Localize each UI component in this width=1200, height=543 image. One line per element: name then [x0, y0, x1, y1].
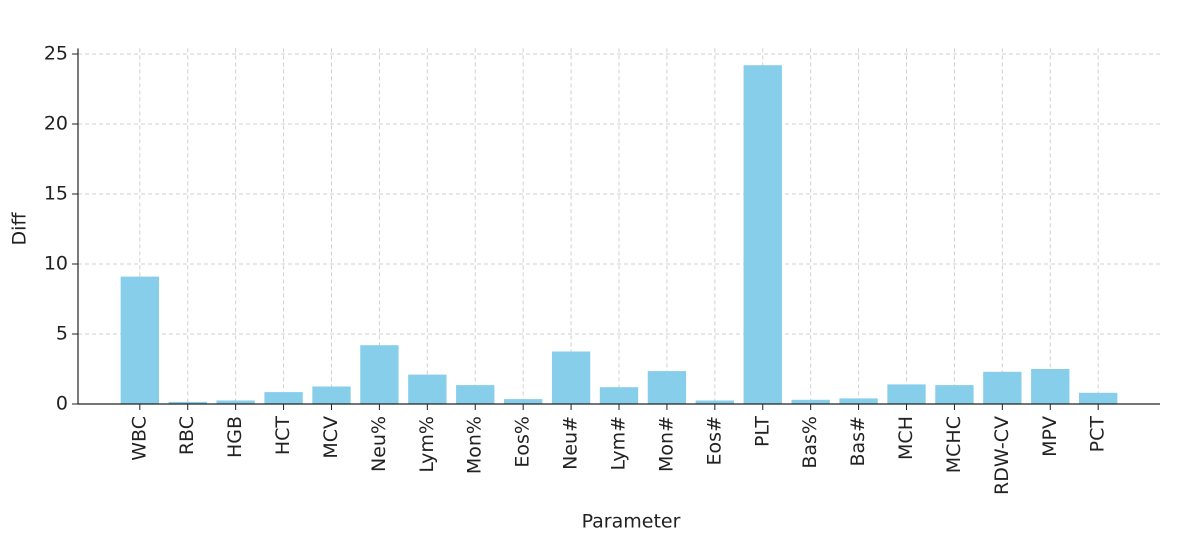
bar: [216, 400, 255, 404]
bar: [168, 401, 207, 404]
x-tick-label: Lym%: [416, 416, 438, 473]
x-tick-label: Eos#: [703, 416, 725, 465]
x-tick-label: MCHC: [943, 416, 965, 473]
bar: [503, 399, 543, 404]
x-tick-label: MCV: [320, 416, 342, 459]
bar: [695, 400, 735, 404]
bar: [120, 276, 159, 404]
x-tick-label: Eos%: [512, 416, 534, 468]
x-tick-label: Bas%: [799, 416, 821, 469]
x-tick-label: WBC: [128, 416, 150, 461]
bar: [647, 371, 687, 404]
y-tick-label: 10: [44, 253, 68, 275]
x-tick-label: PCT: [1087, 416, 1109, 453]
x-tick-label: HGB: [224, 416, 246, 458]
bar: [551, 351, 591, 404]
bar: [1031, 369, 1070, 404]
x-tick-label: PLT: [751, 416, 773, 447]
bar: [264, 392, 303, 404]
bar: [743, 65, 782, 404]
y-tick-label: 20: [44, 113, 68, 135]
x-tick-label: Mon%: [464, 416, 486, 474]
bar: [839, 398, 878, 404]
x-tick-label: Mon#: [655, 416, 677, 472]
bar: [599, 387, 639, 404]
x-tick-label: MPV: [1039, 416, 1061, 457]
x-tick-label: MCH: [895, 416, 917, 460]
bar: [360, 345, 399, 404]
x-tick-label: RBC: [176, 416, 198, 455]
y-tick-label: 15: [44, 183, 68, 205]
x-axis-label: Parameter: [582, 511, 681, 533]
x-tick-label: RDW-CV: [991, 416, 1013, 495]
x-tick-label: Bas#: [847, 416, 869, 467]
y-tick-label: 5: [56, 323, 68, 345]
x-tick-label: Neu#: [560, 416, 582, 470]
y-tick-label: 25: [44, 43, 68, 65]
bar: [1079, 392, 1118, 404]
y-axis-label: Diff: [9, 212, 31, 246]
x-tick-label: HCT: [272, 416, 294, 456]
y-tick-label: 0: [56, 393, 68, 415]
x-tick-label: Neu%: [368, 416, 390, 472]
bar: [408, 374, 447, 404]
bar: [791, 399, 830, 404]
bar: [983, 371, 1022, 404]
bar: [312, 386, 351, 404]
bar: [456, 385, 495, 404]
x-tick-label: Lym#: [608, 416, 630, 471]
bar: [887, 384, 926, 404]
bar: [935, 385, 974, 404]
